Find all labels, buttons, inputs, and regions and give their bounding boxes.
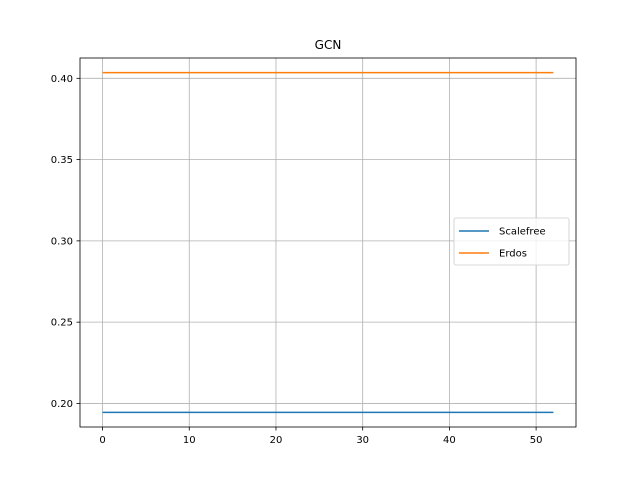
y-tick-label: 0.20 [51,399,73,410]
axes-frame [79,57,577,428]
legend: Scalefree Erdos [453,217,570,266]
x-tick-label: 30 [356,435,369,446]
y-tick-label: 0.35 [51,155,73,166]
x-tick-label: 10 [183,435,196,446]
legend-label-scalefree: Scalefree [499,227,546,238]
x-tick-label: 40 [443,435,456,446]
y-tick-label: 0.40 [51,74,73,85]
y-tick-label: 0.30 [51,236,73,247]
axis-ticks: 0 10 20 30 40 50 0.20 0.25 0.30 0.35 0.40 [51,74,543,446]
series-lines [102,71,554,414]
y-tick-label: 0.25 [51,318,73,329]
chart-title: GCN [315,38,342,52]
legend-label-erdos: Erdos [499,249,527,260]
x-tick-label: 50 [530,435,543,446]
x-tick-label: 0 [99,435,105,446]
x-tick-label: 20 [270,435,283,446]
